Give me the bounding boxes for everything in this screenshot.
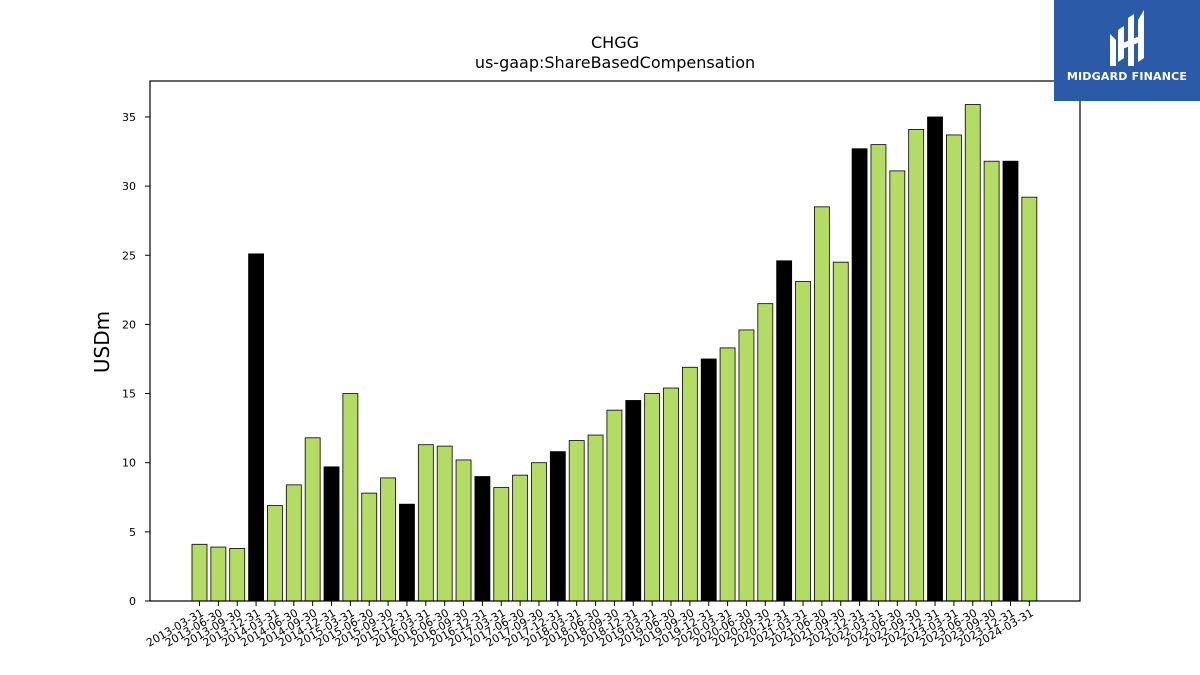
- bar-2014-12-31: [323, 466, 340, 602]
- logo-text: MIDGARD FINANCE: [1066, 70, 1188, 83]
- y-axis-ticks: 0 5 10 15 20 25 30 35: [122, 111, 150, 608]
- bar-2013-03-31: [191, 543, 208, 602]
- bar-2014-03-31: [267, 505, 283, 602]
- bar-2023-03-31: [946, 134, 962, 602]
- bar-2022-06-30: [889, 170, 906, 602]
- bar-2017-12-31: [549, 451, 566, 602]
- bar-2015-06-30: [361, 492, 378, 602]
- bar-2020-12-31: [776, 260, 793, 602]
- bar-2022-03-31: [870, 144, 887, 602]
- bar-2017-09-30: [531, 462, 547, 602]
- bar-2017-03-31: [493, 487, 510, 602]
- bar-2020-03-31: [719, 347, 736, 602]
- bar-2020-06-30: [738, 329, 755, 602]
- plot-frame: [149, 80, 1081, 602]
- bar-2019-06-30: [663, 387, 679, 602]
- x-axis-ticks: 2013-03-312013-06-302013-09-302013-12-31…: [144, 601, 1036, 650]
- bar-2018-06-30: [587, 434, 604, 602]
- y-axis-label: USDm: [90, 311, 114, 373]
- bar-2020-09-30: [757, 303, 774, 602]
- bar-2021-06-30: [813, 206, 830, 602]
- bar-2019-12-31: [700, 358, 717, 602]
- bar-2023-12-31: [1002, 160, 1019, 602]
- midgard-logo-icon: [1110, 10, 1144, 66]
- bar-2023-09-30: [983, 160, 1000, 602]
- bar-2021-12-31: [851, 148, 868, 602]
- y-tick-label: 30: [122, 180, 136, 193]
- y-tick-label: 25: [122, 249, 136, 262]
- bar-2017-06-30: [512, 474, 529, 602]
- bar-2014-09-30: [304, 437, 321, 602]
- chart-subtitle: us-gaap:ShareBasedCompensation: [475, 53, 755, 72]
- bar-2021-03-31: [795, 281, 811, 602]
- bar-2022-09-30: [908, 128, 925, 602]
- bars-group: [191, 104, 1038, 602]
- bar-2019-09-30: [681, 366, 698, 602]
- bar-2014-06-30: [285, 484, 302, 602]
- bar-2016-09-30: [455, 459, 472, 602]
- bar-2016-03-31: [417, 444, 434, 602]
- bar-2024-03-31: [1021, 196, 1038, 602]
- bar-2015-03-31: [342, 393, 359, 602]
- bar-2018-12-31: [625, 400, 642, 602]
- bar-2023-06-30: [964, 104, 981, 602]
- bar-2015-09-30: [380, 477, 397, 602]
- bar-2016-12-31: [474, 476, 491, 602]
- bar-2013-06-30: [210, 546, 227, 602]
- y-tick-label: 0: [129, 595, 136, 608]
- bar-2022-12-31: [927, 116, 943, 602]
- chart-title: CHGG: [591, 33, 639, 52]
- bar-2016-06-30: [436, 445, 453, 602]
- bar-2021-09-30: [832, 261, 849, 602]
- bar-2018-09-30: [606, 409, 623, 602]
- y-tick-label: 35: [122, 111, 136, 124]
- bar-2013-12-31: [248, 253, 264, 602]
- y-tick-label: 5: [129, 526, 136, 539]
- y-tick-label: 15: [122, 388, 136, 401]
- bar-2018-03-31: [568, 440, 585, 602]
- bar-2013-09-30: [229, 548, 246, 602]
- y-tick-label: 20: [122, 318, 136, 331]
- bar-2019-03-31: [644, 393, 661, 602]
- bar-2015-12-31: [399, 503, 415, 602]
- y-tick-label: 10: [122, 457, 136, 470]
- midgard-finance-logo: MIDGARD FINANCE: [1054, 0, 1200, 101]
